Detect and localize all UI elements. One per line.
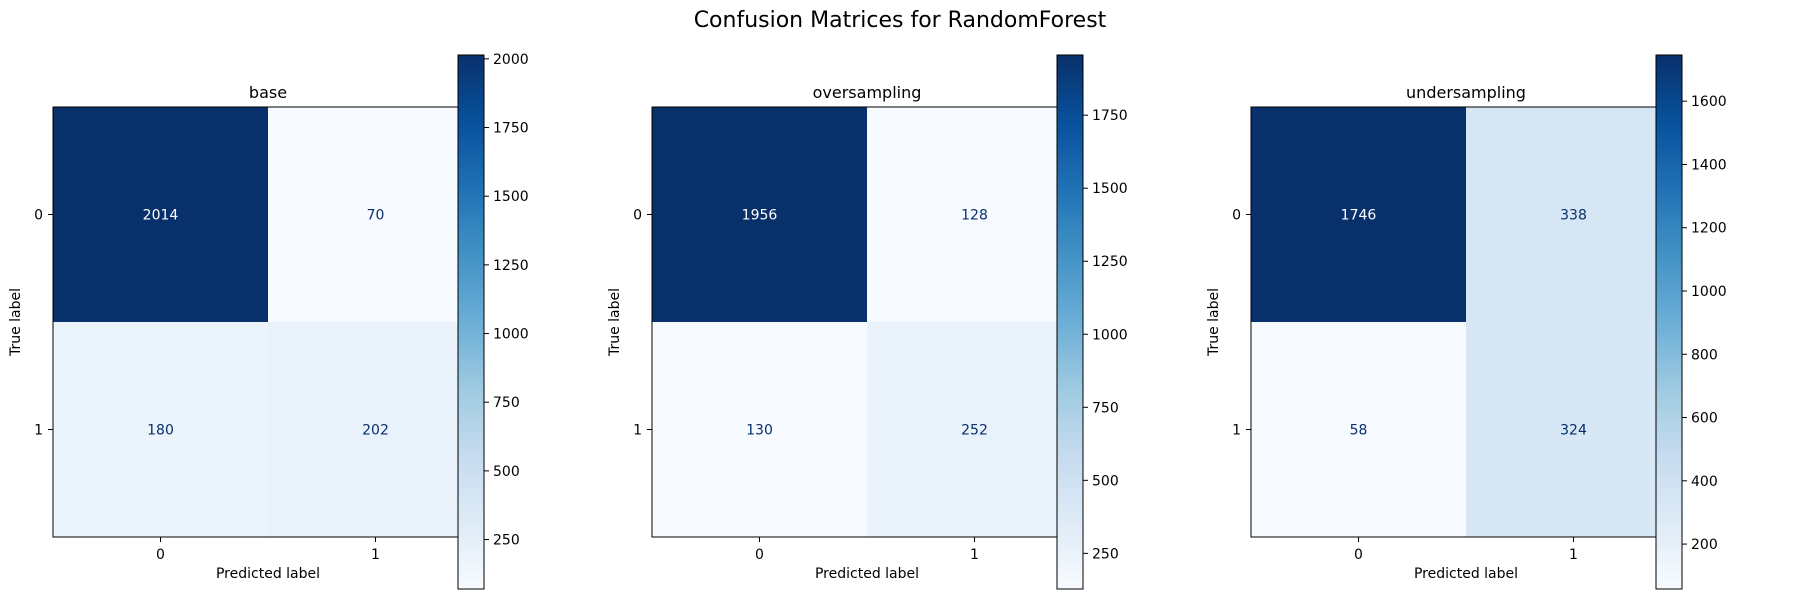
colorbar-tick-label: 1000 <box>1092 327 1128 343</box>
cell-value-1-1: 202 <box>362 423 389 439</box>
colorbar-tick-label: 500 <box>493 464 520 480</box>
x-tick-label: 1 <box>970 547 979 563</box>
x-tick-label: 0 <box>755 547 764 563</box>
panel-title: base <box>249 83 287 102</box>
cell-1-0 <box>652 322 867 537</box>
colorbar-tick-label: 600 <box>1691 411 1718 427</box>
colorbar-tick-label: 800 <box>1691 347 1718 363</box>
colorbar <box>1056 54 1084 590</box>
colorbar-tick-label: 2000 <box>493 52 529 68</box>
colorbar-tick-label: 500 <box>1092 473 1119 489</box>
colorbar <box>1655 54 1683 590</box>
colorbar-tick-label: 750 <box>1092 400 1119 416</box>
cell-0-0 <box>652 107 867 322</box>
colorbar-tick-label: 1750 <box>1092 108 1128 124</box>
cell-value-1-1: 252 <box>961 423 988 439</box>
y-tick-label: 0 <box>633 208 642 224</box>
colorbar-tick-label: 250 <box>1092 546 1119 562</box>
cell-0-1 <box>1466 107 1681 322</box>
cell-0-0 <box>53 107 268 322</box>
x-axis-label: Predicted label <box>216 566 320 582</box>
y-axis-label: True label <box>1206 288 1222 357</box>
colorbar-tick-label: 1250 <box>1092 254 1128 270</box>
cell-1-1 <box>1466 322 1681 537</box>
colorbar-tick-label: 400 <box>1691 474 1718 490</box>
y-tick-label: 0 <box>1232 208 1241 224</box>
y-tick-label: 1 <box>34 423 43 439</box>
cell-value-1-0: 180 <box>147 423 174 439</box>
colorbar <box>457 54 485 590</box>
panel-1: base 2014 70 180 202 0 1 0 1 Predicted label True … <box>8 52 529 590</box>
x-tick-label: 1 <box>1569 547 1578 563</box>
x-tick-label: 0 <box>1354 547 1363 563</box>
panel-title: undersampling <box>1406 83 1526 102</box>
cell-0-0 <box>1251 107 1466 322</box>
cell-value-1-0: 58 <box>1350 423 1368 439</box>
cell-1-1 <box>867 322 1082 537</box>
y-axis-label: True label <box>607 288 623 357</box>
colorbar-tick-label: 1400 <box>1691 157 1727 173</box>
colorbar-tick-label: 1200 <box>1691 221 1727 237</box>
colorbar-tick-label: 1500 <box>493 189 529 205</box>
x-axis-label: Predicted label <box>1414 566 1518 582</box>
y-tick-label: 1 <box>1232 423 1241 439</box>
y-tick-label: 0 <box>34 208 43 224</box>
colorbar-tick-label: 250 <box>493 533 520 549</box>
cell-0-1 <box>268 107 483 322</box>
colorbar-tick-label: 1250 <box>493 258 529 274</box>
x-tick-label: 0 <box>156 547 165 563</box>
cell-1-1 <box>268 322 483 537</box>
y-axis-label: True label <box>8 288 24 357</box>
cell-value-0-0: 2014 <box>143 208 179 224</box>
colorbar-tick-label: 1000 <box>493 327 529 343</box>
colorbar-tick-label: 1000 <box>1691 284 1727 300</box>
colorbar-tick-label: 1750 <box>493 121 529 137</box>
cell-value-0-1: 128 <box>961 208 988 224</box>
x-axis-label: Predicted label <box>815 566 919 582</box>
y-tick-label: 1 <box>633 423 642 439</box>
cell-value-0-0: 1956 <box>742 208 778 224</box>
cell-value-0-1: 70 <box>367 208 385 224</box>
cell-value-0-1: 338 <box>1560 208 1587 224</box>
panel-3: undersampling 1746 338 58 324 0 1 0 1 Predicted l… <box>1206 54 1727 590</box>
figure-title: Confusion Matrices for RandomForest <box>693 8 1107 33</box>
cell-value-1-0: 130 <box>746 423 773 439</box>
cell-0-1 <box>867 107 1082 322</box>
x-tick-label: 1 <box>371 547 380 563</box>
panel-2: oversampling 1956 128 130 252 0 1 0 1 Predicted l… <box>607 54 1128 590</box>
colorbar-tick-label: 1500 <box>1092 181 1128 197</box>
colorbar-tick-label: 750 <box>493 395 520 411</box>
colorbar-tick-label: 200 <box>1691 537 1718 553</box>
cell-1-0 <box>1251 322 1466 537</box>
cell-1-0 <box>53 322 268 537</box>
cell-value-0-0: 1746 <box>1341 208 1377 224</box>
colorbar-tick-label: 1600 <box>1691 94 1727 110</box>
panel-title: oversampling <box>813 83 922 102</box>
cell-value-1-1: 324 <box>1560 423 1587 439</box>
